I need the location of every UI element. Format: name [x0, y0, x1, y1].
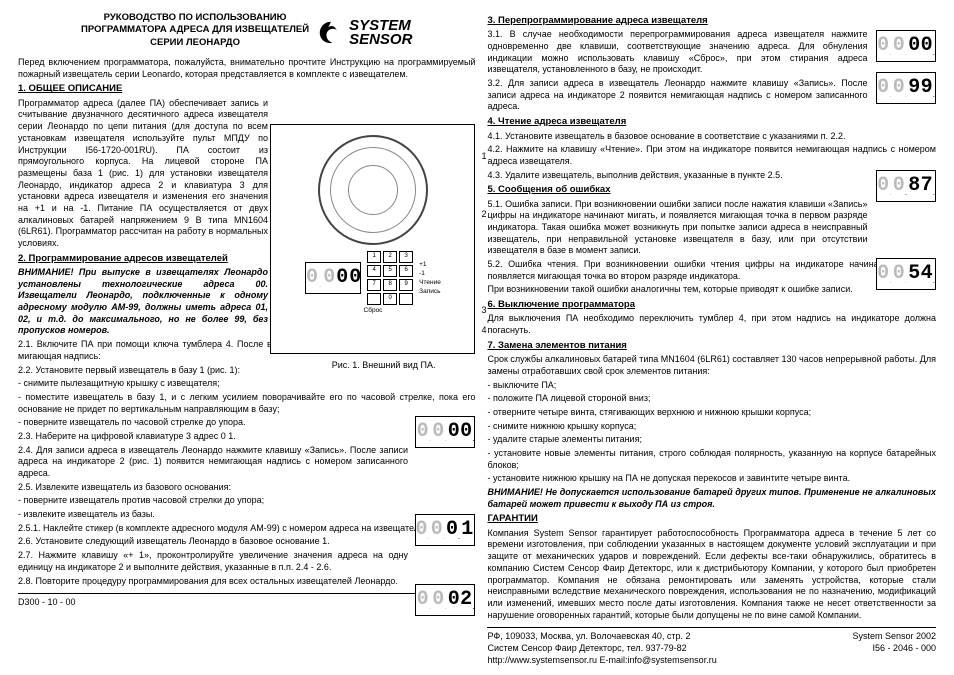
p42: 4.2. Нажмите на клавишу «Чтение». При эт…	[487, 144, 936, 167]
s6-heading: 6. Выключение программатора	[487, 299, 936, 311]
p26: 2.6. Установите следующий извещатель Лео…	[18, 536, 475, 548]
p43: 4.3. Удалите извещатель, выполнив действ…	[487, 170, 936, 182]
figure-display: 0 . 0 0 0	[305, 262, 361, 294]
p52a: При возникновении такой ошибки аналогичн…	[487, 284, 867, 296]
p24: 2.4. Для записи адреса в извещатель Леон…	[18, 445, 408, 480]
display-02: 0. 0. 0 2.	[415, 584, 475, 616]
intro-text: Перед включением программатора, пожалуйс…	[18, 57, 475, 80]
p51: 5.1. Ошибка записи. При возникновении ош…	[487, 199, 867, 257]
s7-li5: - удалите старые элементы питания;	[487, 434, 936, 446]
figure-caption: Рис. 1. Внешний вид ПА.	[332, 360, 436, 372]
s5-heading: 5. Сообщения об ошибках	[487, 184, 936, 196]
callout-2: 2	[481, 209, 486, 221]
p22a: - снимите пылезащитную крышку с извещате…	[18, 378, 475, 390]
figure-keypad: 1 2 3 4 5 6 7 8 9 0	[367, 251, 413, 305]
s1-heading: 1. ОБЩЕЕ ОПИСАНИЕ	[18, 83, 475, 95]
p32: 3.2. Для записи адреса в извещатель Леон…	[487, 78, 867, 113]
title-line-3: СЕРИИ ЛЕОНАРДО	[81, 37, 309, 49]
s7-p1: Срок службы алкалиновых батарей типа MN1…	[487, 354, 936, 377]
p23: 2.3. Наберите на цифровой клавиатуре 3 а…	[18, 431, 475, 443]
logo-text-2: SENSOR	[349, 33, 412, 47]
p41: 4.1. Установите извещатель в базовое осн…	[487, 131, 936, 143]
s7-li2: - положите ПА лицевой стороной вниз;	[487, 393, 936, 405]
p28: 2.8. Повторите процедуру программировани…	[18, 576, 475, 588]
brand-logo: SYSTEM SENSOR	[317, 19, 412, 47]
p25a: - поверните извещатель против часовой ст…	[18, 495, 475, 507]
footer-copyright: System Sensor 2002 I56 - 2046 - 000	[852, 631, 936, 666]
callout-1: 1	[481, 151, 486, 163]
s7-heading: 7. Замена элементов питания	[487, 340, 936, 352]
warranty-body: Компания System Sensor гарантирует работ…	[487, 528, 936, 622]
s7-li6: - установите новые элементы питания, стр…	[487, 448, 936, 471]
p31: 3.1. В случае необходимости перепрограмм…	[487, 29, 867, 76]
s6-body: Для выключения ПА необходимо переключить…	[487, 313, 936, 336]
s1-body: Программатор адреса (далее ПА) обеспечив…	[18, 98, 268, 250]
p22c: - поверните извещатель по часовой стрелк…	[18, 417, 475, 429]
s7-li1: - выключите ПА;	[487, 380, 936, 392]
p52: 5.2. Ошибка чтения. При возникновении ош…	[487, 259, 936, 282]
p27: 2.7. Нажмите клавишу «+ 1», проконтролир…	[18, 550, 408, 573]
display-00-b: 0. 0. 0 0.	[876, 30, 936, 62]
s7-li4: - снимите нижнюю крышку корпуса;	[487, 421, 936, 433]
figure-reset-label: Сброс	[277, 307, 468, 315]
title-line-1: РУКОВОДСТВО ПО ИСПОЛЬЗОВАНИЮ	[81, 12, 309, 24]
footer-doc-id: D300 - 10 - 00	[18, 597, 76, 609]
display-87: 0. 0. 8 7.	[876, 170, 936, 202]
s2-warning: ВНИМАНИЕ! При выпуске в извещателях Леон…	[18, 267, 268, 337]
display-99: 0. 0. 9 9.	[876, 72, 936, 104]
figure-key-labels: +1 -1 Чтение Запись	[419, 260, 441, 296]
display-00-a: 0. 0. 0 0.	[415, 416, 475, 448]
footer-address: РФ, 109033, Москва, ул. Волочаевская 40,…	[487, 631, 716, 666]
callout-3: 3	[481, 305, 486, 317]
device-base-diagram	[318, 135, 428, 245]
display-01: 0. 0. 0. 1.	[415, 514, 475, 546]
figure-1: 0 . 0 0 0 1 2 3 4 5 6 7 8 9 0	[270, 124, 475, 354]
s7-li7: - установите нижнюю крышку на ПА не допу…	[487, 473, 936, 485]
p25: 2.5. Извлеките извещатель из базового ос…	[18, 482, 475, 494]
title-line-2: ПРОГРАММАТОРА АДРЕСА ДЛЯ ИЗВЕЩАТЕЛЕЙ	[81, 24, 309, 36]
display-54: 0. 0. 5 4.	[876, 258, 936, 290]
s7-warning: ВНИМАНИЕ! Не допускается использование б…	[487, 487, 936, 510]
callout-4: 4	[481, 325, 486, 337]
p22b: - поместите извещатель в базу 1, и с лег…	[18, 392, 475, 415]
p25b: - извлеките извещатель из базы.	[18, 509, 475, 521]
s7-li3: - отверните четыре винта, стягивающих ве…	[487, 407, 936, 419]
warranty-heading: ГАРАНТИИ	[487, 513, 936, 525]
swirl-icon	[317, 19, 345, 47]
s2-heading: 2. Программирование адресов извещателей	[18, 253, 268, 265]
s4-heading: 4. Чтение адреса извещателя	[487, 116, 936, 128]
s3-heading: 3. Перепрограммирование адреса извещател…	[487, 15, 936, 27]
p251: 2.5.1. Наклейте стикер (в комплекте адре…	[18, 523, 475, 535]
